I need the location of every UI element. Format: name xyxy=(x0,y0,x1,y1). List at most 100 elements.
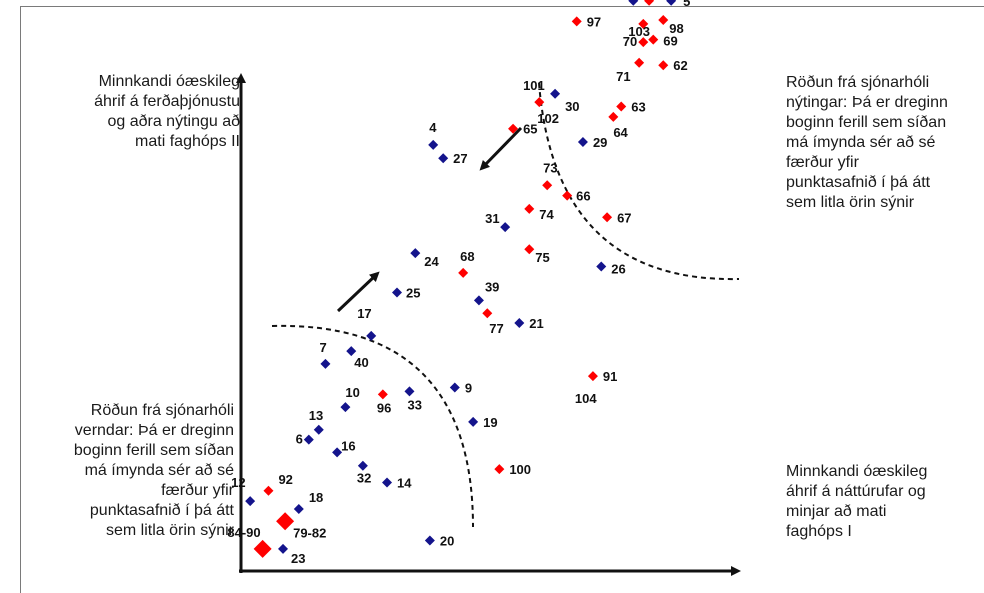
data-label-75: 75 xyxy=(535,250,549,265)
data-label-65: 65 xyxy=(523,122,537,137)
data-label-13: 13 xyxy=(309,408,323,423)
data-point-103 xyxy=(638,18,649,29)
data-label-19: 19 xyxy=(483,415,497,430)
data-label-30: 30 xyxy=(565,99,579,114)
data-label-9: 9 xyxy=(465,380,472,395)
data-label-66: 66 xyxy=(576,189,590,204)
data-label-91: 91 xyxy=(603,369,617,384)
data-point-75 xyxy=(524,244,535,255)
data-point-19 xyxy=(468,416,479,427)
data-point-9 xyxy=(449,382,460,393)
data-point-26 xyxy=(596,261,607,272)
data-point-100 xyxy=(494,464,505,475)
data-point-20 xyxy=(424,535,435,546)
data-label-6: 6 xyxy=(296,432,303,447)
protection-direction-arrow xyxy=(336,271,380,313)
data-label-71: 71 xyxy=(616,69,630,84)
data-label-69: 69 xyxy=(663,34,677,49)
data-label-12: 12 xyxy=(231,475,245,490)
data-point-27 xyxy=(438,153,449,164)
data-point-74 xyxy=(524,203,535,214)
frame-left-border xyxy=(20,6,21,593)
data-point-68 xyxy=(458,267,469,278)
data-point-69 xyxy=(648,34,659,45)
data-label-16: 16 xyxy=(341,438,355,453)
data-label-10: 10 xyxy=(345,385,359,400)
data-point-73 xyxy=(542,180,553,191)
utilization-direction-arrow xyxy=(479,126,523,171)
data-point-29 xyxy=(577,136,588,147)
utilization-note: Röðun frá sjónarhóli nýtingar: Þá er dre… xyxy=(786,74,948,211)
data-label-68: 68 xyxy=(460,249,474,264)
y-axis-note: Minnkandi óæskileg áhrif á ferðaþjónustu… xyxy=(94,73,240,150)
data-point-70 xyxy=(638,37,649,48)
data-point-13 xyxy=(313,424,324,435)
data-label-79-82: 79-82 xyxy=(293,525,326,540)
data-label-98: 98 xyxy=(669,21,683,36)
data-point-77 xyxy=(482,308,493,319)
data-point-21 xyxy=(514,318,525,329)
frame-top-border xyxy=(20,6,984,7)
data-point-31 xyxy=(500,222,511,233)
data-label-96: 96 xyxy=(377,400,391,415)
data-point-98 xyxy=(658,14,669,25)
data-label-40: 40 xyxy=(354,355,368,370)
data-label-64: 64 xyxy=(613,125,628,140)
data-point-30 xyxy=(550,88,561,99)
x-axis-note: Minnkandi óæskileg áhrif á náttúrufar og… xyxy=(786,463,928,540)
data-label-18: 18 xyxy=(309,490,323,505)
data-label-63: 63 xyxy=(631,100,645,115)
data-label-102: 102 xyxy=(537,111,559,126)
data-label-32: 32 xyxy=(357,471,371,486)
data-point-4 xyxy=(428,139,439,150)
data-point-102 xyxy=(534,97,545,108)
data-point-33 xyxy=(404,386,415,397)
data-point-97 xyxy=(571,16,582,27)
data-point-17 xyxy=(366,330,377,341)
data-label-73: 73 xyxy=(543,160,557,175)
data-label-5: 5 xyxy=(683,0,690,9)
data-label-21: 21 xyxy=(529,316,543,331)
data-point-67 xyxy=(602,212,613,223)
data-point-32 xyxy=(357,460,368,471)
data-label-24: 24 xyxy=(424,254,439,269)
data-point-66 xyxy=(562,190,573,201)
data-point-7 xyxy=(320,358,331,369)
data-point-62 xyxy=(658,60,669,71)
data-point-65 xyxy=(508,123,519,134)
data-label-74: 74 xyxy=(539,207,554,222)
utilization-curve xyxy=(538,82,740,281)
data-point-10 xyxy=(340,402,351,413)
data-point-91 xyxy=(587,371,598,382)
data-label-23: 23 xyxy=(291,551,305,566)
data-label-17: 17 xyxy=(357,306,371,321)
data-point-92 xyxy=(263,485,274,496)
data-label-14: 14 xyxy=(397,475,412,490)
data-label-67: 67 xyxy=(617,210,631,225)
data-label-26: 26 xyxy=(611,261,625,276)
data-label-27: 27 xyxy=(453,151,467,166)
data-point-84-90 xyxy=(253,539,272,558)
data-label-7: 7 xyxy=(319,340,326,355)
data-label-62: 62 xyxy=(673,58,687,73)
data-point-16 xyxy=(332,447,343,458)
data-label-77: 77 xyxy=(489,321,503,336)
data-label-101: 101 xyxy=(523,78,545,93)
data-label-39: 39 xyxy=(485,279,499,294)
data-point-99 xyxy=(628,0,639,6)
data-point-63 xyxy=(616,101,627,112)
data-point-25 xyxy=(392,287,402,298)
data-label-25: 25 xyxy=(406,286,420,301)
data-label-70: 70 xyxy=(623,34,637,49)
data-point-64 xyxy=(608,111,619,122)
data-label-104: 104 xyxy=(575,391,597,406)
data-point-79-82 xyxy=(276,512,295,531)
data-label-29: 29 xyxy=(593,135,607,150)
protection-curve xyxy=(271,324,474,528)
data-point-39 xyxy=(473,295,484,306)
data-point-5 xyxy=(666,0,677,6)
data-point-40 xyxy=(346,346,357,357)
